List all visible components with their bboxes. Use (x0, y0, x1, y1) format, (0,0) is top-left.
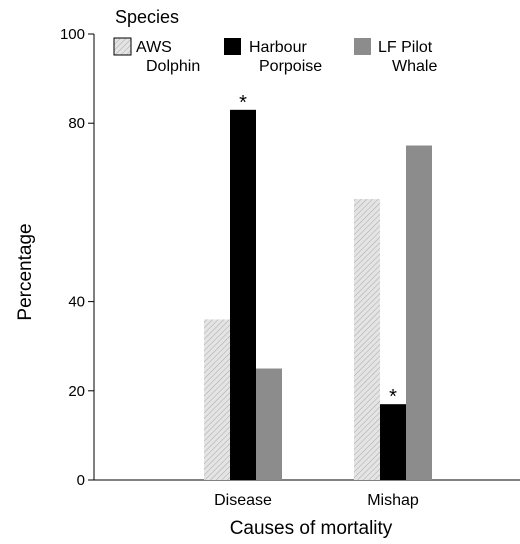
legend: Species AWS Dolphin Harbour Porpoise LF … (113, 7, 437, 75)
legend-label-lf-pilot-whale-line2: Whale (392, 58, 437, 75)
legend-swatch-harbour-porpoise (224, 38, 241, 55)
y-tick-label-100: 100 (60, 26, 85, 43)
legend-label-harbour-porpoise-line1: Harbour (249, 39, 307, 56)
legend-title: Species (115, 7, 179, 27)
legend-swatch-aws-dolphin (113, 37, 132, 56)
y-tick-label-20: 20 (68, 383, 85, 400)
y-tick-label-0: 0 (77, 472, 85, 489)
legend-label-harbour-porpoise-line2: Porpoise (259, 58, 322, 75)
significance-marker-mishap: * (389, 386, 397, 408)
bar-mishap-aws-dolphin (354, 199, 380, 480)
bar-mishap-lf-pilot-whale (406, 145, 432, 480)
x-axis-categories: Disease Mishap (214, 492, 419, 509)
y-tick-label-40: 40 (68, 294, 85, 311)
bars (204, 109, 432, 480)
y-axis-title: Percentage (15, 223, 36, 320)
bar-mishap-harbour-porpoise (380, 404, 406, 480)
bar-disease-aws-dolphin (204, 319, 230, 480)
legend-label-lf-pilot-whale-line1: LF Pilot (378, 39, 433, 56)
bar-disease-lf-pilot-whale (256, 368, 282, 480)
legend-label-aws-dolphin-line1: AWS (136, 39, 172, 56)
y-axis-ticks: 0 20 40 80 100 (60, 26, 94, 489)
legend-label-aws-dolphin-line2: Dolphin (146, 58, 200, 75)
legend-swatch-lf-pilot-whale (354, 38, 371, 55)
x-axis-title: Causes of mortality (230, 518, 393, 539)
x-category-label-disease: Disease (214, 492, 272, 509)
y-tick-label-80: 80 (68, 115, 85, 132)
x-category-label-mishap: Mishap (367, 492, 419, 509)
significance-markers: ** (239, 92, 397, 408)
significance-marker-disease: * (239, 92, 247, 114)
bar-disease-harbour-porpoise (230, 109, 256, 480)
